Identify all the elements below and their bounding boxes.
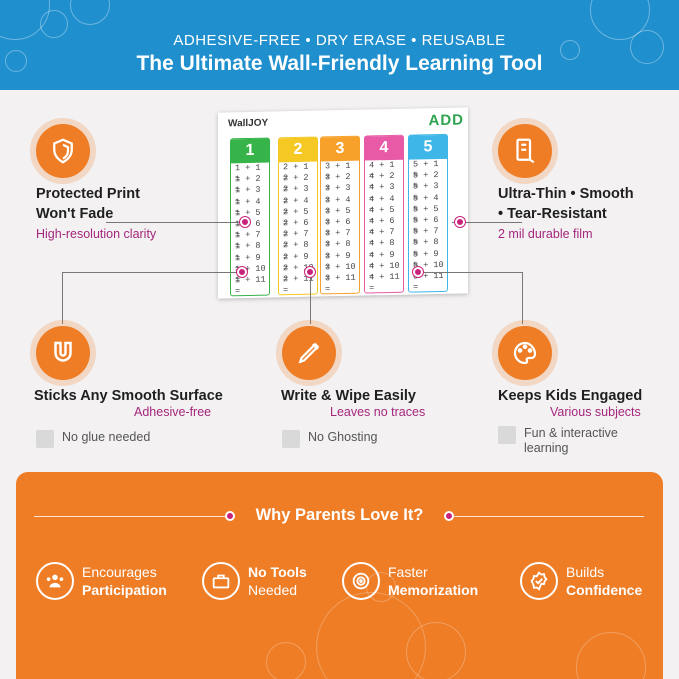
- group-icon: [36, 562, 74, 600]
- poster-equation: 4 + 8 =: [369, 238, 395, 260]
- poster-equation: 3 + 3 =: [325, 183, 351, 205]
- benefit-item: Builds Confidence: [520, 562, 642, 600]
- poster-column-number: 2: [279, 137, 317, 163]
- poster-equation: 4 + 5 =: [369, 204, 395, 227]
- poster-equation: 3 + 2 =: [325, 172, 351, 194]
- why-panel: Why Parents Love It? Encourages Participa…: [16, 472, 663, 679]
- callout-dot: [237, 267, 247, 277]
- feature-subtitle: Adhesive-free: [134, 405, 212, 419]
- poster-equation: 3 + 8 =: [325, 239, 351, 261]
- poster-equation: 4 + 2 =: [369, 171, 395, 193]
- poster-equation: 5 + 2 =: [413, 170, 439, 192]
- poster-equation: 5 + 7 =: [413, 226, 439, 248]
- poster-equation: 3 + 7 =: [325, 227, 351, 250]
- feature-subtitle: Leaves no traces: [330, 405, 426, 419]
- poster-column-number: 5: [409, 134, 447, 160]
- poster-equation: 5 + 4 =: [413, 192, 439, 215]
- feature-title: Protected Print Won't Fade: [36, 186, 140, 222]
- no-glue-icon: [36, 430, 54, 448]
- callout-dot: [455, 217, 465, 227]
- palette-icon: [498, 326, 552, 380]
- poster-equation: 2 + 9 =: [283, 251, 309, 273]
- feature-subtitle: Various subjects: [550, 405, 641, 419]
- poster-equation: 4 + 9 =: [369, 249, 395, 272]
- header-banner: ADHESIVE-FREE • DRY ERASE • REUSABLE The…: [0, 0, 679, 90]
- poster-equation: 3 + 9 =: [325, 250, 351, 273]
- poster-equation: 5 + 6 =: [413, 214, 439, 237]
- poster-equation: 2 + 4 =: [283, 195, 309, 218]
- poster-equation: 5 + 9 =: [413, 248, 439, 271]
- poster-brand: WallJOY: [228, 117, 269, 130]
- poster-equation: 2 + 8 =: [283, 240, 309, 262]
- poster-equation: 4 + 3 =: [369, 182, 395, 205]
- poster-equation: 2 + 7 =: [283, 228, 309, 251]
- magnet-icon: [36, 326, 90, 380]
- callout-dot: [240, 217, 250, 227]
- benefit-item: Encourages Participation: [36, 562, 167, 600]
- feature-note: Fun & interactive learning: [498, 426, 618, 456]
- poster-equation: 3 + 5 =: [325, 205, 351, 228]
- poster-equation: 3 + 6 =: [325, 216, 351, 239]
- poster-equation: 4 + 1 =: [369, 159, 395, 182]
- header-title: The Ultimate Wall-Friendly Learning Tool: [136, 52, 543, 75]
- poster-equation: 4 + 4 =: [369, 193, 395, 216]
- feature-subtitle: High-resolution clarity: [36, 227, 157, 241]
- poster-equation: 4 + 6 =: [369, 215, 395, 238]
- header-subtitle: ADHESIVE-FREE • DRY ERASE • REUSABLE: [173, 32, 506, 49]
- poster-equation: 4 + 7 =: [369, 227, 395, 249]
- poster-equation: 3 + 10 =: [325, 261, 356, 284]
- poster-equation: 1 + 11 =: [235, 274, 266, 297]
- poster-equation: 1 + 8 =: [235, 241, 261, 263]
- poster-equation: 4 + 11 =: [369, 271, 400, 294]
- callout-dot: [413, 267, 423, 277]
- poster-equation: 1 + 3 =: [235, 185, 261, 207]
- benefit-item: No Tools Needed: [202, 562, 307, 600]
- poster-equation: 3 + 11 =: [325, 272, 356, 295]
- poster-column-number: 4: [365, 135, 403, 161]
- feature-title: Write & Wipe Easily: [281, 388, 416, 404]
- poster-equation: 1 + 1 =: [235, 162, 261, 185]
- poster-column-number: 1: [231, 138, 269, 164]
- poster-equation: 5 + 3 =: [413, 181, 439, 204]
- lightbulb-icon: [498, 426, 516, 444]
- poster-heading: ADD: [428, 111, 465, 130]
- toolbox-icon: [202, 562, 240, 600]
- feature-title: Sticks Any Smooth Surface: [34, 388, 223, 404]
- target-icon: [342, 562, 380, 600]
- eraser-icon: [282, 430, 300, 448]
- poster-equation: 1 + 7 =: [235, 229, 261, 252]
- feature-title: Keeps Kids Engaged: [498, 388, 643, 404]
- poster-equation: 5 + 1 =: [413, 158, 439, 181]
- poster-equation: 5 + 5 =: [413, 203, 439, 226]
- poster-column-number: 3: [321, 136, 359, 162]
- shield-icon: [36, 124, 90, 178]
- poster-equation: 3 + 1 =: [325, 160, 351, 183]
- poster-equation: 1 + 9 =: [235, 252, 261, 274]
- poster-equation: 1 + 2 =: [235, 173, 261, 196]
- callout-dot: [305, 267, 315, 277]
- poster-equation: 2 + 6 =: [283, 217, 309, 240]
- poster-equation: 1 + 4 =: [235, 196, 261, 219]
- why-title: Why Parents Love It?: [255, 506, 424, 524]
- feature-title: Ultra-Thin • Smooth • Tear-Resistant: [498, 186, 634, 222]
- poster-equation: 2 + 5 =: [283, 206, 309, 229]
- poster-equation: 3 + 4 =: [325, 194, 351, 217]
- benefit-item: Faster Memorization: [342, 562, 478, 600]
- feature-note: No glue needed: [36, 430, 150, 448]
- poster-equation: 4 + 10 =: [369, 260, 400, 283]
- poster-equation: 2 + 2 =: [283, 172, 309, 195]
- badge-check-icon: [520, 562, 558, 600]
- feature-note: No Ghosting: [282, 430, 377, 448]
- feature-subtitle: 2 mil durable film: [498, 227, 593, 241]
- marker-icon: [282, 326, 336, 380]
- poster-equation: 2 + 1 =: [283, 161, 309, 184]
- poster-equation: 1 + 5 =: [235, 207, 261, 230]
- film-icon: [498, 124, 552, 178]
- poster-equation: 1 + 6 =: [235, 218, 261, 241]
- poster-equation: 5 + 8 =: [413, 237, 439, 260]
- poster-equation: 2 + 3 =: [283, 184, 309, 206]
